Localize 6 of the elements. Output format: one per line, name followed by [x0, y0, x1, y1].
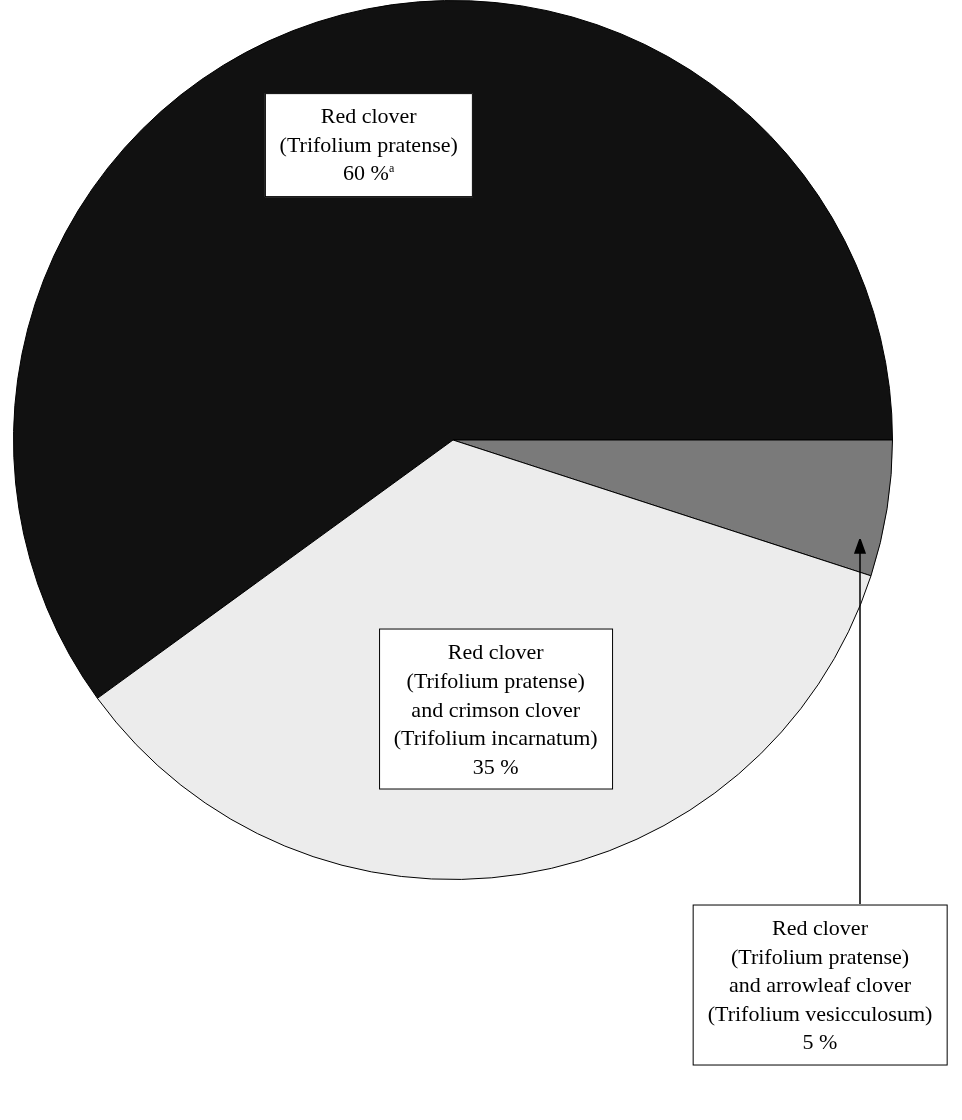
- slice-label: Red clover (Trifolium pratense): [279, 103, 458, 157]
- slice-label: Red clover (Trifolium pratense) and arrowleaf clover (Trifolium vesicculosum): [707, 914, 933, 1026]
- data-label: 5 %: [802, 1028, 838, 1054]
- slice-label: Red clover (Trifolium pratense) and crimson clover (Trifolium incarnatum): [393, 638, 598, 750]
- data-label: 35 %: [472, 753, 519, 779]
- data-label: 60 %$^{a}$: [343, 160, 395, 186]
